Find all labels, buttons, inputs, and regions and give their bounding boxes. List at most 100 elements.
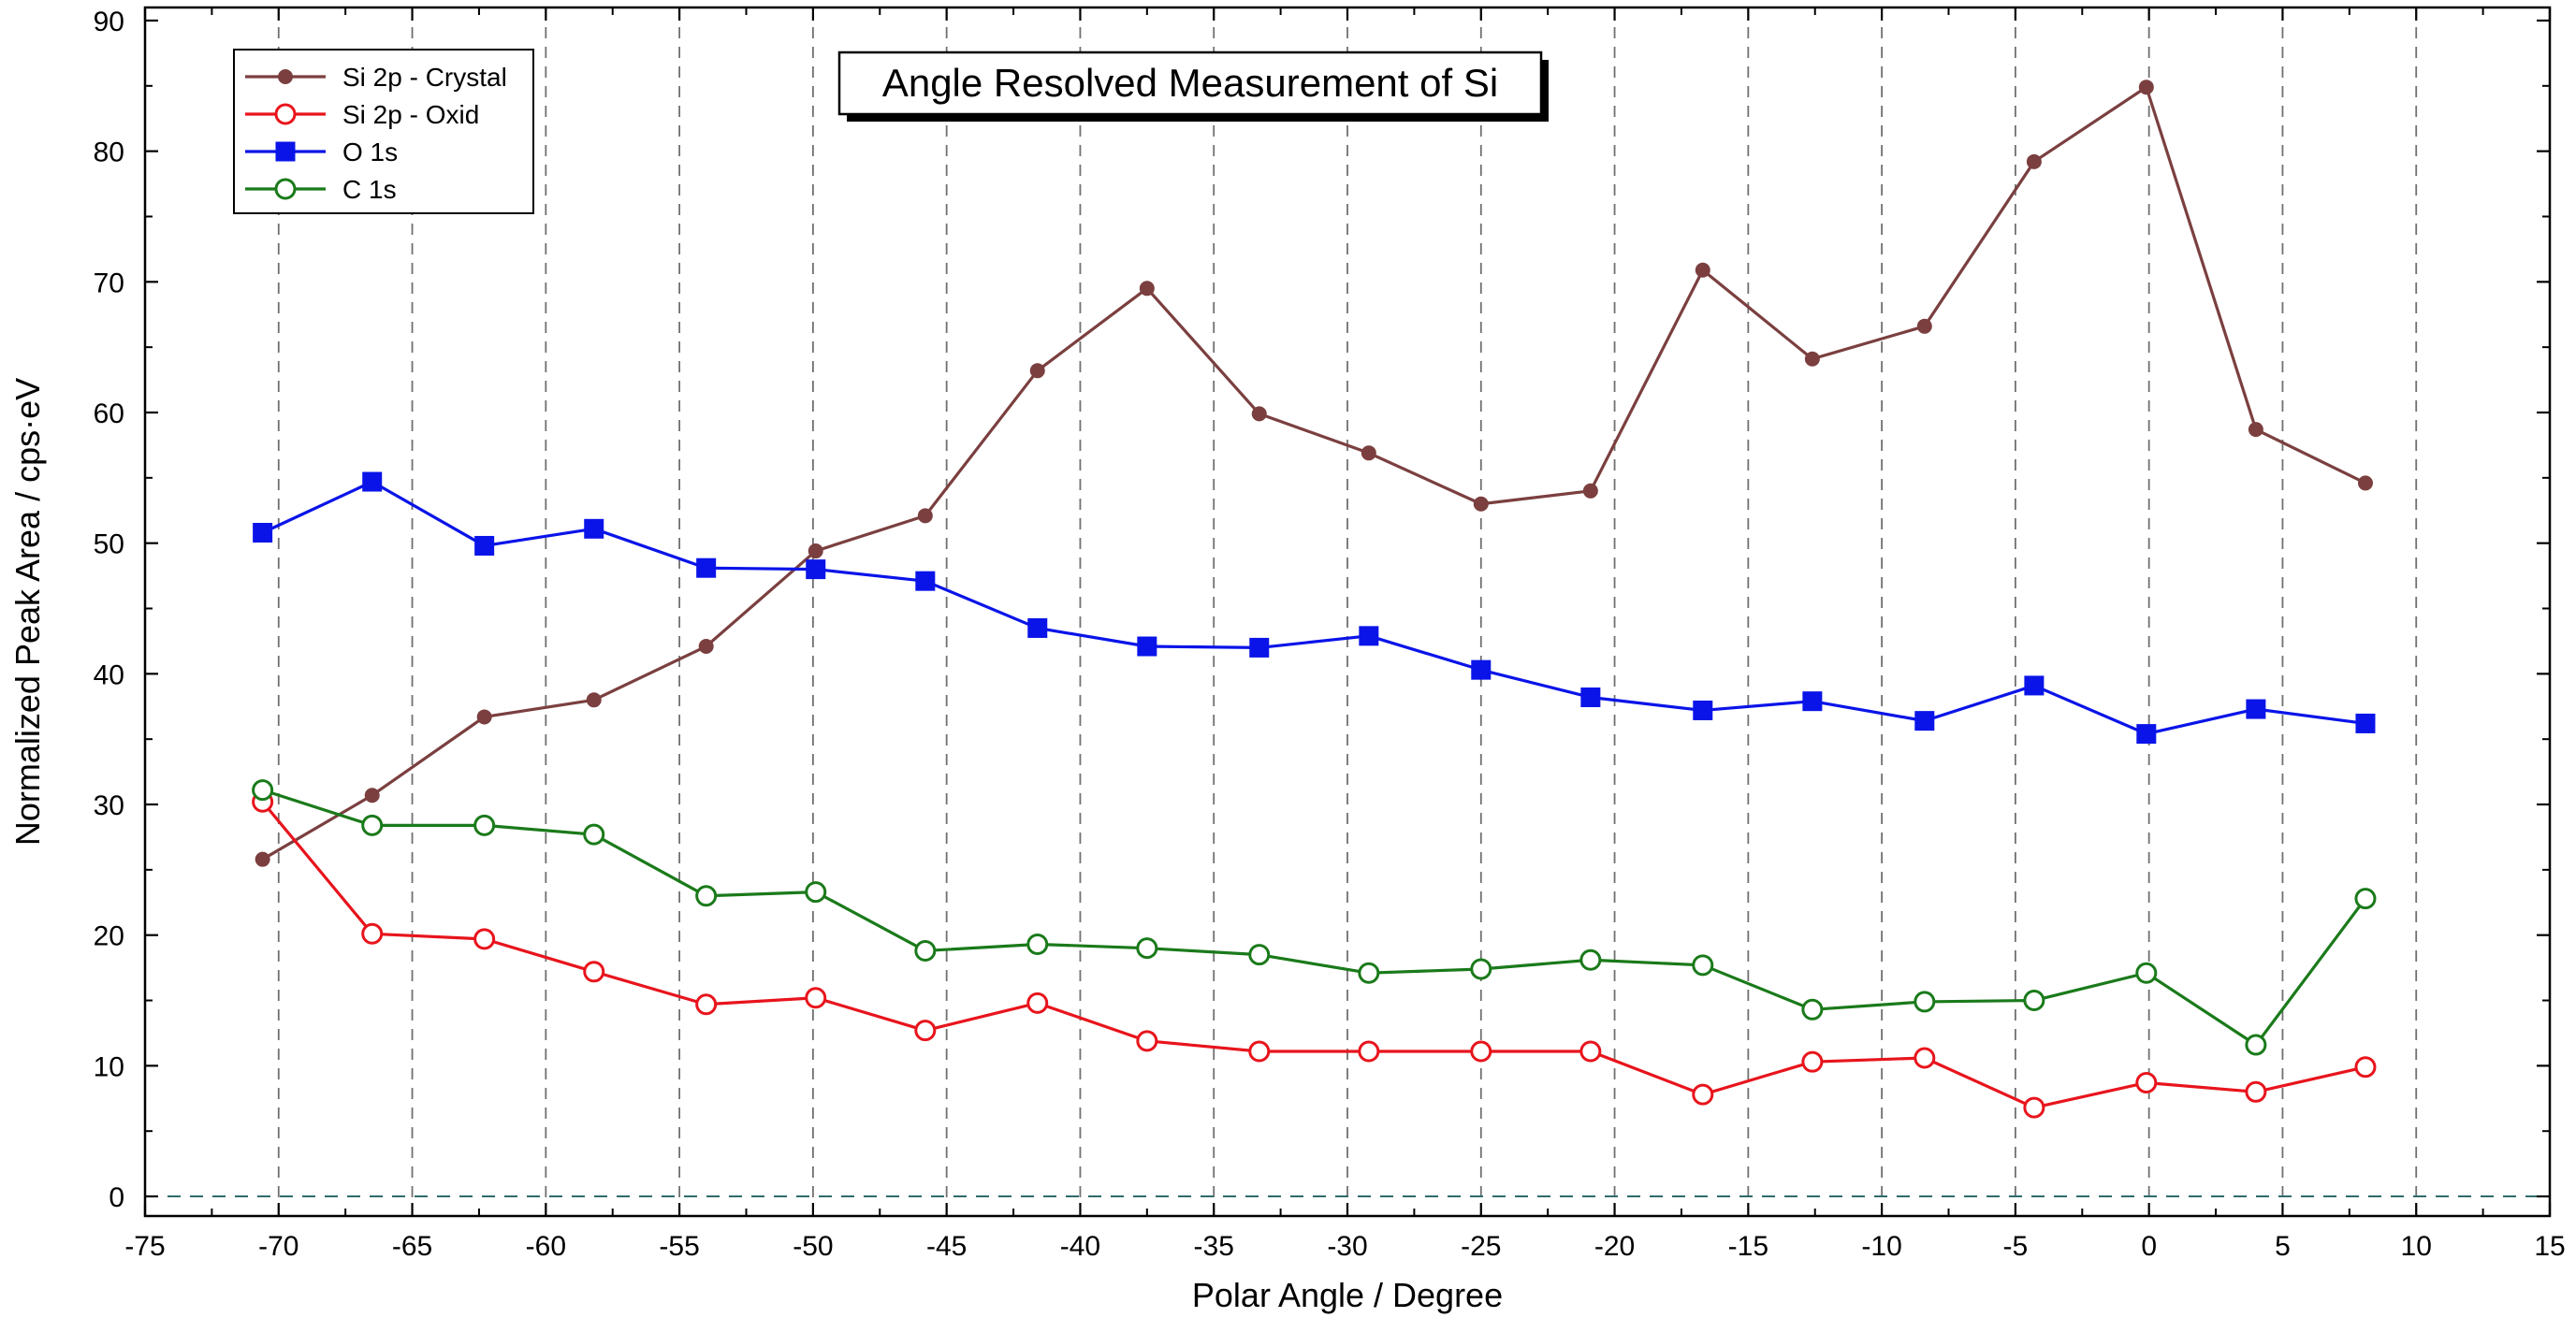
data-point-c-1s — [1026, 933, 1049, 955]
data-point-c-1s — [1136, 937, 1158, 960]
data-point-si-2p-oxid — [583, 961, 605, 983]
y-tick-label: 60 — [94, 398, 124, 429]
x-tick-label: -15 — [1728, 1231, 1768, 1262]
data-point-si-2p-oxid — [2023, 1096, 2045, 1119]
x-tick-label: -50 — [793, 1231, 833, 1262]
data-point-si-2p-crystal — [808, 543, 823, 559]
data-point-si-2p-crystal — [1916, 318, 1932, 334]
data-point-o-1s — [1802, 691, 1823, 712]
data-point-o-1s — [2136, 724, 2157, 745]
data-point-si-2p-crystal — [1139, 281, 1155, 297]
data-point-c-1s — [1248, 944, 1271, 966]
data-point-o-1s — [584, 518, 604, 539]
series-si-2p-oxid — [252, 790, 2377, 1119]
data-point-si-2p-crystal — [1251, 406, 1267, 422]
data-point-si-2p-oxid — [2354, 1056, 2377, 1079]
data-point-o-1s — [2024, 675, 2045, 696]
data-point-si-2p-crystal — [2026, 153, 2042, 169]
x-tick-label: 15 — [2534, 1231, 2565, 1262]
legend-swatch-marker — [274, 178, 297, 200]
data-point-o-1s — [1027, 617, 1048, 638]
series-c-1s — [252, 779, 2377, 1056]
x-tick-label: 10 — [2401, 1231, 2432, 1262]
legend-item-o-1s: O 1s — [245, 138, 398, 166]
x-axis-label: Polar Angle / Degree — [1192, 1276, 1503, 1314]
data-point-c-1s — [2023, 990, 2045, 1012]
data-point-si-2p-crystal — [1582, 483, 1598, 499]
x-tick-label: -35 — [1194, 1231, 1234, 1262]
data-point-si-2p-oxid — [1801, 1050, 1824, 1073]
data-point-c-1s — [695, 885, 718, 907]
data-point-si-2p-crystal — [917, 508, 933, 524]
series-line-si-2p-oxid — [261, 801, 2366, 1109]
x-tick-label: -65 — [392, 1231, 432, 1262]
data-point-si-2p-oxid — [2135, 1072, 2158, 1094]
data-point-si-2p-crystal — [2138, 80, 2154, 95]
grid — [277, 7, 2418, 1216]
data-point-o-1s — [1693, 700, 1713, 720]
data-point-si-2p-oxid — [1692, 1083, 1714, 1106]
x-tick-label: -70 — [258, 1231, 298, 1262]
data-point-c-1s — [1358, 962, 1380, 984]
legend-item-c-1s: C 1s — [245, 175, 397, 204]
data-point-si-2p-oxid — [1358, 1040, 1380, 1063]
x-tick-label: -10 — [1861, 1231, 1901, 1262]
data-point-si-2p-crystal — [2357, 475, 2373, 491]
series-si-2p-crystal — [255, 80, 2373, 867]
y-tick-label: 40 — [94, 659, 124, 690]
data-point-si-2p-crystal — [1361, 445, 1376, 461]
axis-tick-labels: -75 -70 -65 -60 -55 -50 -45 -40 -35 -30 -25 -20 -15-… — [94, 7, 2566, 1262]
series-line-o-1s — [261, 480, 2366, 736]
data-point-o-1s — [806, 559, 826, 580]
data-point-c-1s — [473, 814, 496, 836]
data-point-si-2p-crystal — [364, 788, 380, 804]
y-tick-label: 70 — [94, 268, 124, 298]
data-point-si-2p-oxid — [1470, 1040, 1492, 1063]
data-point-si-2p-oxid — [805, 987, 827, 1009]
legend-swatch-marker — [274, 103, 297, 125]
legend-swatch-marker — [278, 69, 293, 84]
data-point-o-1s — [362, 471, 383, 492]
data-point-c-1s — [805, 881, 827, 904]
data-point-c-1s — [1692, 954, 1714, 977]
chart-title-frame — [837, 51, 1543, 116]
y-tick-label: 0 — [109, 1182, 124, 1213]
data-point-si-2p-oxid — [473, 928, 496, 950]
data-point-si-2p-crystal — [1029, 363, 1045, 379]
data-point-o-1s — [696, 557, 717, 578]
data-point-si-2p-crystal — [586, 692, 602, 708]
series-layer — [252, 80, 2377, 1119]
x-tick-label: -55 — [659, 1231, 699, 1262]
data-point-si-2p-crystal — [255, 851, 270, 867]
data-point-c-1s — [361, 814, 384, 836]
data-point-o-1s — [1249, 637, 1270, 658]
y-tick-label: 90 — [94, 7, 124, 37]
x-tick-label: -60 — [526, 1231, 566, 1262]
data-point-si-2p-crystal — [1804, 351, 1820, 367]
data-point-si-2p-crystal — [476, 709, 492, 725]
y-tick-label: 30 — [94, 790, 124, 821]
chart-title-box: Angle Resolved Measurement of Si — [837, 51, 1549, 122]
data-point-c-1s — [2245, 1034, 2267, 1056]
x-tick-label: -5 — [2003, 1231, 2029, 1262]
legend-label: Si 2p - Oxid — [342, 100, 479, 129]
y-axis-label: Normalized Peak Area / cps·eV — [8, 378, 47, 846]
series-line-si-2p-crystal — [261, 85, 2366, 861]
legend-label: Si 2p - Crystal — [342, 63, 507, 92]
data-point-si-2p-oxid — [695, 993, 718, 1016]
data-point-c-1s — [1579, 948, 1602, 971]
data-point-si-2p-oxid — [2245, 1080, 2267, 1103]
data-point-o-1s — [1359, 626, 1379, 646]
y-tick-label: 10 — [94, 1051, 124, 1082]
data-point-c-1s — [1470, 958, 1492, 980]
legend-item-si-2p-oxid: Si 2p - Oxid — [245, 100, 479, 129]
data-point-o-1s — [1580, 687, 1601, 707]
x-tick-label: -30 — [1327, 1231, 1367, 1262]
data-point-si-2p-oxid — [1579, 1040, 1602, 1063]
data-point-si-2p-oxid — [1026, 992, 1049, 1014]
x-tick-label: -45 — [926, 1231, 967, 1262]
series-line-c-1s — [262, 789, 2367, 1047]
data-point-o-1s — [1137, 636, 1157, 657]
x-tick-label: -20 — [1594, 1231, 1635, 1262]
